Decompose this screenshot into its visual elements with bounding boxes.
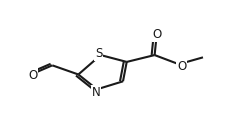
Text: S: S [95, 47, 102, 60]
Text: N: N [92, 86, 100, 99]
Text: O: O [153, 28, 162, 41]
Text: O: O [28, 69, 37, 82]
Text: O: O [177, 60, 186, 73]
